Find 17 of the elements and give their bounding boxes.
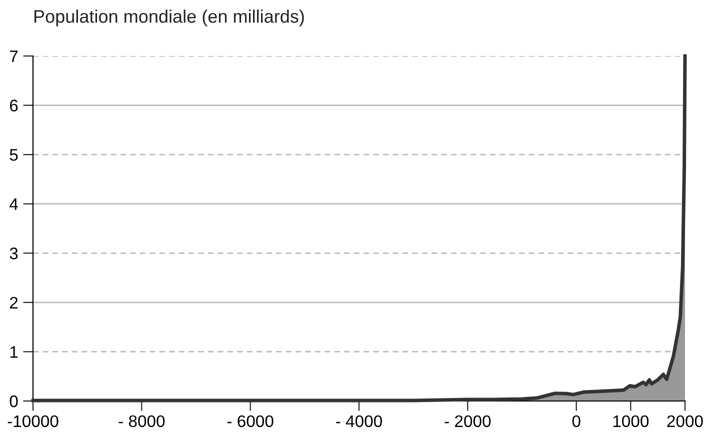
x-tick-label: - 6000 xyxy=(227,415,274,428)
y-tick-label: 1 xyxy=(10,346,18,358)
x-tick-label: 2000 xyxy=(667,415,703,428)
y-tick-label: 0 xyxy=(10,395,18,408)
y-tick-label: 5 xyxy=(10,149,18,161)
x-tick-label: - 2000 xyxy=(444,415,491,428)
y-tick-label: 3 xyxy=(10,248,18,260)
y-tick-label: 7 xyxy=(10,50,18,62)
y-tick-label: 4 xyxy=(10,198,18,210)
y-tick-label: 6 xyxy=(10,100,18,112)
x-tick-label: - 4000 xyxy=(336,415,382,428)
x-tick-label: 0 xyxy=(572,415,580,428)
chart-title: Population mondiale (en milliards) xyxy=(34,10,304,26)
x-tick-label: -10000 xyxy=(8,415,58,428)
x-tick-label: 1000 xyxy=(613,415,649,428)
y-tick-label: 2 xyxy=(10,296,18,308)
x-tick-label: - 8000 xyxy=(118,415,165,428)
